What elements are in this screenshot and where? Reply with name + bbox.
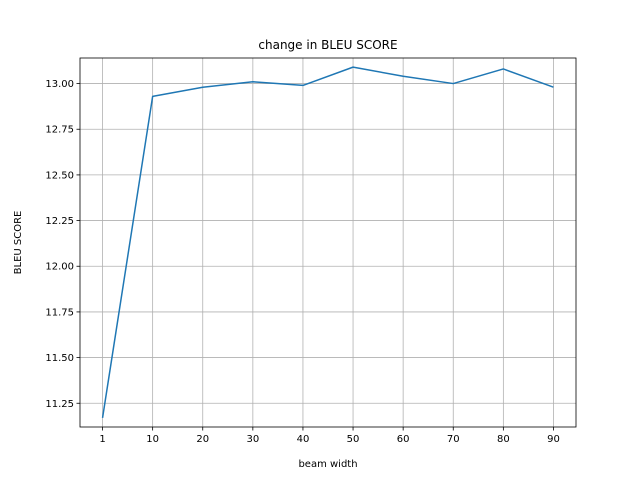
y-tick-label: 12.25 [45,216,74,227]
y-tick-label: 12.75 [45,125,74,136]
x-tick-label: 1 [99,434,105,445]
series-layer [101,66,554,418]
series-line [101,66,554,418]
x-tick-label: 60 [397,434,410,445]
axes-frame [79,57,577,428]
y-axis-label: BLEU SCORE [13,211,24,275]
x-tick-label: 40 [297,434,310,445]
y-axis-ticks: 11.25 11.50 11.75 12.00 12.25 12.50 12.75 13.00 [45,79,80,410]
y-tick-label: 11.50 [45,353,74,364]
y-tick-label: 11.75 [45,307,74,318]
x-tick-label: 50 [347,434,360,445]
x-axis-label: beam width [298,459,357,470]
y-tick-label: 12.50 [45,170,74,181]
y-tick-label: 12.00 [45,262,74,273]
chart-title: change in BLEU SCORE [258,38,397,52]
x-tick-label: 70 [447,434,460,445]
x-tick-label: 20 [196,434,209,445]
x-tick-label: 80 [497,434,510,445]
x-tick-label: 10 [146,434,159,445]
y-tick-label: 11.25 [45,399,74,410]
grid [80,58,576,427]
x-tick-label: 90 [547,434,560,445]
x-axis-ticks: 1 10 20 30 40 50 60 70 80 90 [99,427,560,445]
x-tick-label: 30 [246,434,259,445]
y-tick-label: 13.00 [45,79,74,90]
